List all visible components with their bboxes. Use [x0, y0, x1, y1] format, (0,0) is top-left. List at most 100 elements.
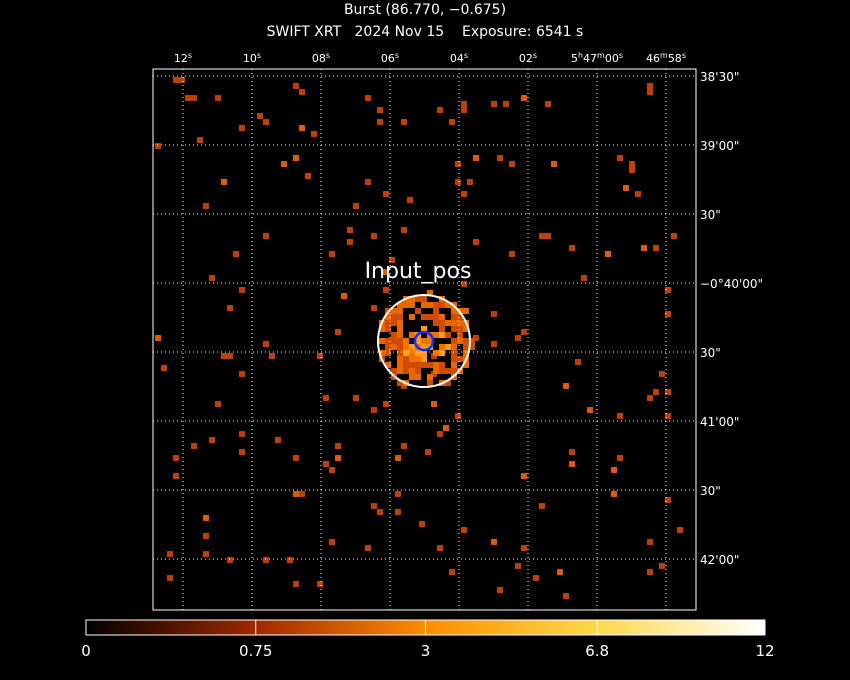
pixel — [629, 167, 635, 173]
pixel — [403, 368, 409, 374]
pixel — [439, 326, 445, 332]
colorbar-tick-label: 12 — [755, 642, 774, 660]
pixel — [575, 359, 581, 365]
pixel — [299, 125, 305, 131]
ra-tick-part: s — [395, 51, 399, 60]
ra-tick-part: s — [326, 51, 330, 60]
pixel — [317, 353, 323, 359]
image-pixels — [155, 77, 683, 599]
ra-tick-label: 46m58s — [646, 51, 686, 66]
ra-tick-part: 46 — [646, 52, 660, 65]
pixel — [665, 413, 671, 419]
pixel — [269, 353, 275, 359]
pixel — [365, 179, 371, 185]
colorbar-tick-label: 0 — [81, 642, 91, 660]
pixel — [433, 314, 439, 320]
pixel — [491, 539, 497, 545]
pixel — [403, 302, 409, 308]
pixel — [305, 173, 311, 179]
pixel — [659, 371, 665, 377]
pixel — [439, 362, 445, 368]
pixel — [323, 461, 329, 467]
pixel — [415, 356, 421, 362]
pixel — [161, 365, 167, 371]
pixel — [415, 338, 421, 344]
pixel — [409, 332, 415, 338]
pixel — [457, 338, 463, 344]
pixel — [335, 443, 341, 449]
dec-tick-label: 42'00" — [700, 553, 739, 567]
pixel — [365, 545, 371, 551]
pixel — [397, 362, 403, 368]
pixel — [569, 245, 575, 251]
pixel — [455, 413, 461, 419]
pixel — [239, 125, 245, 131]
ra-tick-label: 06s — [381, 51, 399, 66]
pixel — [167, 551, 173, 557]
pixel — [439, 332, 445, 338]
ra-tick-part: s — [619, 51, 623, 60]
pixel — [395, 491, 401, 497]
pixel — [221, 179, 227, 185]
pixel — [427, 314, 433, 320]
pixel — [421, 344, 427, 350]
pixel — [427, 290, 433, 296]
pixel — [437, 431, 443, 437]
pixel — [445, 302, 451, 308]
pixel — [451, 344, 457, 350]
pixel — [185, 95, 191, 101]
pixel — [263, 557, 269, 563]
pixel — [451, 326, 457, 332]
pixel — [203, 515, 209, 521]
pixel — [469, 344, 475, 350]
pixel — [377, 107, 383, 113]
dec-tick-label: −0°40'00" — [700, 277, 763, 291]
pixel — [569, 461, 575, 467]
pixel — [433, 332, 439, 338]
pixel — [409, 374, 415, 380]
pixel — [379, 338, 385, 344]
pixel — [665, 497, 671, 503]
pixel — [397, 380, 403, 386]
pixel — [437, 545, 443, 551]
pixel — [409, 368, 415, 374]
dec-tick-label: 38'30" — [700, 70, 739, 84]
pixel — [617, 455, 623, 461]
pixel — [293, 155, 299, 161]
pixel — [503, 101, 509, 107]
pixel — [257, 113, 263, 119]
pixel — [415, 308, 421, 314]
pixel — [515, 563, 521, 569]
pixel — [563, 593, 569, 599]
pixel — [665, 311, 671, 317]
pixel — [439, 320, 445, 326]
pixel — [457, 332, 463, 338]
pixel — [385, 344, 391, 350]
pixel — [335, 329, 341, 335]
pixel — [449, 569, 455, 575]
pixel — [451, 308, 457, 314]
pixel — [533, 575, 539, 581]
pixel — [491, 311, 497, 317]
ra-tick-label: 02s — [519, 51, 537, 66]
pixel — [329, 539, 335, 545]
pixel — [445, 368, 451, 374]
pixel — [463, 344, 469, 350]
pixel — [509, 161, 515, 167]
source-region — [377, 294, 471, 388]
pixel — [421, 356, 427, 362]
pixel — [451, 350, 457, 356]
ra-tick-label: 5h47m00s — [571, 51, 623, 66]
pixel — [451, 356, 457, 362]
pixel — [473, 239, 479, 245]
pixel — [457, 314, 463, 320]
pixel — [155, 143, 161, 149]
pixel — [647, 83, 653, 89]
pixel — [409, 356, 415, 362]
pixel — [233, 251, 239, 257]
pixel — [671, 233, 677, 239]
pixel — [647, 569, 653, 575]
pixel — [461, 527, 467, 533]
pixel — [365, 95, 371, 101]
